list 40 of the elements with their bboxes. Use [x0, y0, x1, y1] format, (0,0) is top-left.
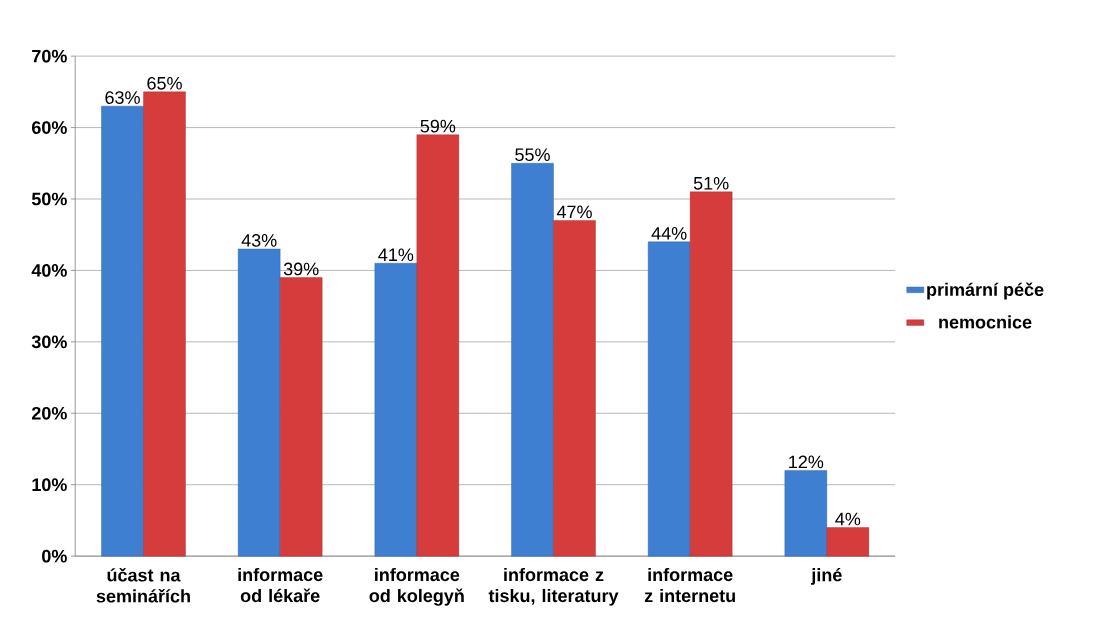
- y-tick-label: 10%: [32, 478, 67, 492]
- x-tick-label: účast na seminářích: [96, 567, 190, 603]
- legend-label: nemocnice: [939, 315, 1032, 329]
- y-tick-label: 30%: [31, 335, 67, 349]
- y-tick-label: 60%: [32, 121, 67, 134]
- legend-label: primární péče: [927, 282, 1044, 300]
- bar: [511, 163, 554, 557]
- bar: [647, 241, 691, 557]
- data-label: 43%: [241, 234, 277, 247]
- bar: [101, 105, 144, 557]
- bar: [143, 91, 186, 557]
- data-label: 55%: [515, 148, 550, 162]
- data-label: 63%: [105, 91, 140, 104]
- y-tick-label: 0%: [42, 549, 67, 563]
- y-tick-label: 70%: [32, 49, 67, 63]
- bar: [553, 220, 596, 557]
- data-label: 12%: [789, 455, 824, 469]
- data-label: 51%: [693, 176, 729, 190]
- x-tick-label: informace z internetu: [644, 567, 735, 603]
- bar: [689, 191, 733, 557]
- data-label: 39%: [283, 262, 319, 276]
- data-label: 65%: [147, 76, 182, 90]
- data-label: 47%: [556, 205, 592, 219]
- bar: [826, 527, 870, 557]
- y-tick-label: 40%: [31, 264, 67, 277]
- data-label: 4%: [835, 512, 861, 526]
- y-tick-label: 20%: [31, 406, 67, 420]
- data-label: 41%: [378, 248, 414, 262]
- data-label: 44%: [651, 227, 687, 240]
- bar: [237, 248, 281, 557]
- bar: [784, 470, 828, 557]
- bar: [416, 134, 460, 557]
- data-label: 59%: [420, 119, 456, 133]
- bar: [374, 263, 418, 557]
- y-tick-label: 50%: [31, 192, 67, 206]
- x-tick-label: informace od kolegyň: [369, 567, 464, 606]
- bar: [279, 277, 323, 557]
- x-tick-label: jiné: [811, 567, 842, 585]
- x-tick-label: informace z tisku, literatury: [488, 567, 619, 606]
- x-tick-label: informace od lékaře: [238, 567, 323, 603]
